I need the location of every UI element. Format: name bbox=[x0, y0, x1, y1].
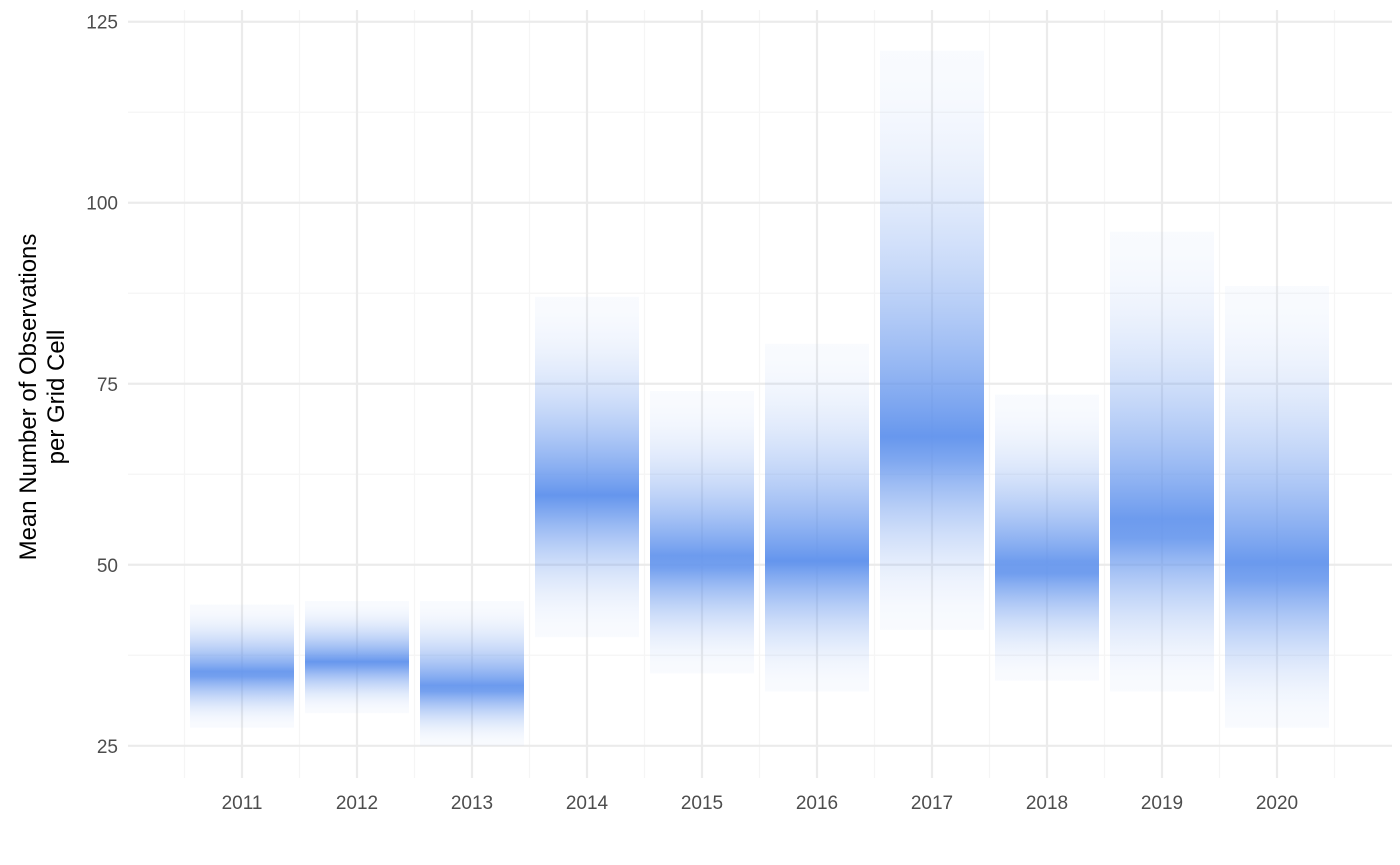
interval-bar-2017 bbox=[880, 50, 984, 630]
y-tick-50: 50 bbox=[97, 556, 118, 577]
interval-bar-2014 bbox=[535, 296, 639, 638]
y-tick-25: 25 bbox=[97, 737, 118, 758]
interval-bar-2018 bbox=[995, 394, 1099, 681]
x-tick-2017: 2017 bbox=[911, 793, 953, 814]
y-axis-title-line: per Grid Cell bbox=[43, 330, 70, 465]
interval-bar-2013 bbox=[420, 600, 524, 746]
y-tick-125: 125 bbox=[86, 13, 118, 34]
x-tick-labels: 2011 2012 2013 2014 2015 2016 2017 2018 2019 2020 bbox=[222, 793, 1299, 814]
interval-bar-2020 bbox=[1225, 286, 1329, 728]
bars-layer bbox=[190, 50, 1329, 746]
interval-bar-2015 bbox=[650, 391, 754, 674]
x-tick-2013: 2013 bbox=[451, 793, 493, 814]
x-tick-2019: 2019 bbox=[1141, 793, 1183, 814]
x-tick-2014: 2014 bbox=[566, 793, 609, 814]
y-tick-labels: 25 50 75 100 125 bbox=[86, 13, 118, 758]
x-tick-2020: 2020 bbox=[1256, 793, 1298, 814]
x-tick-2018: 2018 bbox=[1026, 793, 1068, 814]
y-axis-title-line: Mean Number of Observations bbox=[15, 234, 42, 561]
interval-bar-2012 bbox=[305, 600, 409, 714]
interval-bar-2019 bbox=[1110, 231, 1214, 692]
y-tick-75: 75 bbox=[97, 375, 118, 396]
y-axis-title: Mean Number of Observationsper Grid Cell bbox=[15, 234, 70, 561]
x-tick-2012: 2012 bbox=[336, 793, 378, 814]
y-tick-100: 100 bbox=[86, 194, 118, 215]
x-tick-2016: 2016 bbox=[796, 793, 838, 814]
interval-bar-2016 bbox=[765, 343, 869, 692]
x-tick-2011: 2011 bbox=[222, 793, 263, 814]
interval-bar-2011 bbox=[190, 604, 294, 728]
x-tick-2015: 2015 bbox=[681, 793, 723, 814]
